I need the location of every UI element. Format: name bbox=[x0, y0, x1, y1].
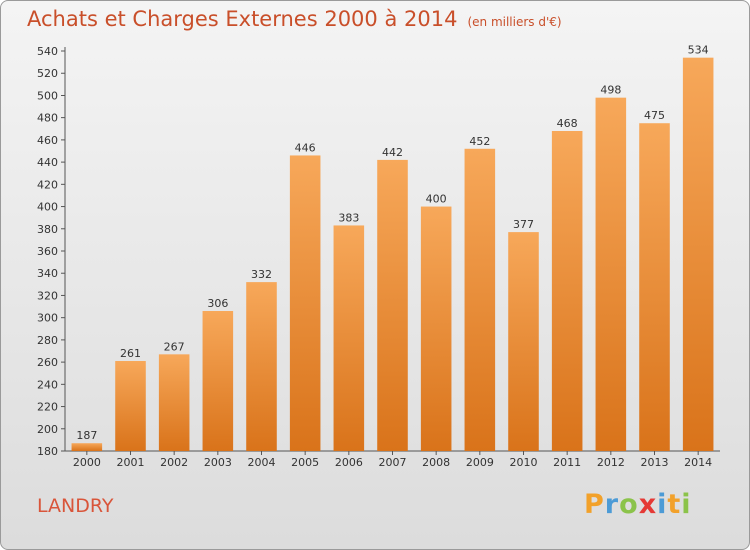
bar bbox=[464, 148, 496, 451]
x-tick-label: 2012 bbox=[597, 456, 625, 469]
y-tick-label: 260 bbox=[37, 356, 58, 369]
x-tick-label: 2002 bbox=[160, 456, 188, 469]
bar bbox=[115, 361, 146, 451]
y-tick-label: 540 bbox=[37, 45, 58, 58]
data-label: 377 bbox=[513, 218, 534, 231]
value-labels: 187 261 267 306 332 446 383 442 400 452 377 468 498 4… bbox=[76, 44, 708, 443]
y-tick-label: 380 bbox=[37, 223, 58, 236]
bar bbox=[246, 282, 277, 451]
bar bbox=[377, 159, 408, 451]
logo-letter: i bbox=[657, 489, 668, 520]
x-tick-label: 2014 bbox=[684, 456, 712, 469]
logo-letter: P bbox=[584, 489, 605, 520]
logo-letter: t bbox=[667, 489, 682, 520]
data-label: 383 bbox=[338, 211, 359, 224]
proxiti-logo: Proxiti bbox=[584, 489, 692, 520]
data-label: 446 bbox=[295, 141, 316, 154]
y-tick-label: 240 bbox=[37, 378, 58, 391]
chart-title: Achats et Charges Externes 2000 à 2014 (e… bbox=[27, 7, 562, 31]
data-label: 261 bbox=[120, 347, 141, 360]
data-label: 534 bbox=[688, 44, 709, 57]
axes: 180 200 220 240 260 280 300 320 340 360 380 400 420 4… bbox=[37, 45, 720, 469]
y-tick-label: 300 bbox=[37, 312, 58, 325]
bar bbox=[551, 131, 583, 451]
data-label: 187 bbox=[76, 429, 97, 442]
commune-name: LANDRY bbox=[37, 495, 114, 517]
y-tick-label: 460 bbox=[37, 134, 58, 147]
data-label: 400 bbox=[426, 193, 447, 206]
x-tick-label: 2006 bbox=[335, 456, 363, 469]
bar bbox=[595, 97, 627, 452]
bar bbox=[333, 225, 365, 451]
bar bbox=[71, 443, 103, 451]
x-tick-label: 2007 bbox=[379, 456, 407, 469]
bar bbox=[420, 206, 452, 451]
data-label: 475 bbox=[644, 109, 665, 122]
x-tick-label: 2004 bbox=[248, 456, 276, 469]
y-tick-label: 320 bbox=[37, 289, 58, 302]
x-tick-label: 2005 bbox=[291, 456, 319, 469]
y-tick-label: 400 bbox=[37, 201, 58, 214]
y-tick-label: 340 bbox=[37, 267, 58, 280]
y-tick-label: 480 bbox=[37, 112, 58, 125]
chart-unit: (en milliers d'€) bbox=[467, 15, 562, 29]
logo-letter: i bbox=[681, 489, 692, 520]
y-tick-label: 520 bbox=[37, 67, 58, 80]
bar bbox=[158, 354, 190, 451]
x-tick-label: 2003 bbox=[204, 456, 232, 469]
chart-title-text: Achats et Charges Externes 2000 à 2014 bbox=[27, 7, 458, 31]
x-tick-label: 2001 bbox=[117, 456, 145, 469]
x-tick-label: 2010 bbox=[510, 456, 538, 469]
data-label: 498 bbox=[600, 84, 621, 97]
y-tick-label: 420 bbox=[37, 178, 58, 191]
x-tick-label: 2009 bbox=[466, 456, 494, 469]
logo-letter: o bbox=[619, 489, 639, 520]
y-tick-label: 280 bbox=[37, 334, 58, 347]
bar bbox=[202, 311, 234, 451]
x-tick-label: 2008 bbox=[422, 456, 450, 469]
y-tick-label: 440 bbox=[37, 156, 58, 169]
data-label: 267 bbox=[164, 340, 185, 353]
bar bbox=[682, 57, 714, 452]
logo-letter: r bbox=[604, 489, 620, 520]
data-label: 468 bbox=[557, 117, 578, 130]
bar bbox=[508, 232, 539, 451]
data-label: 306 bbox=[207, 297, 228, 310]
y-tick-label: 500 bbox=[37, 89, 58, 102]
data-label: 332 bbox=[251, 268, 272, 281]
x-tick-label: 2011 bbox=[553, 456, 581, 469]
bars bbox=[71, 57, 714, 452]
y-tick-label: 220 bbox=[37, 401, 58, 414]
logo-letter: x bbox=[638, 489, 658, 520]
bar bbox=[289, 155, 321, 451]
x-tick-label: 2000 bbox=[73, 456, 101, 469]
y-tick-label: 180 bbox=[37, 445, 58, 458]
x-tick-label: 2013 bbox=[641, 456, 669, 469]
data-label: 452 bbox=[469, 135, 490, 148]
y-tick-label: 360 bbox=[37, 245, 58, 258]
bar bbox=[639, 123, 670, 451]
y-tick-label: 200 bbox=[37, 423, 58, 436]
data-label: 442 bbox=[382, 146, 403, 159]
